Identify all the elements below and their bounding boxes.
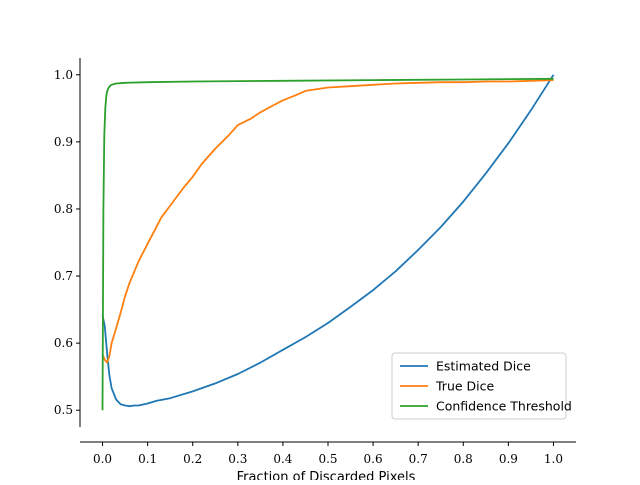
- y-tick-label: 0.7: [54, 269, 73, 283]
- axes: 0.0 0.1 0.2 0.3 0.4 0.5 0.6 0.7 0.8 0.9 1.0 0.5 0.6 0…: [54, 58, 576, 466]
- series-lines: [101, 74, 555, 411]
- x-tick-label: 0.6: [364, 452, 383, 466]
- x-axis-label: Fraction of Discarded Pixels: [237, 470, 416, 480]
- x-tick-label: 0.7: [409, 452, 428, 466]
- legend-label: Estimated Dice: [436, 359, 531, 374]
- legend-label: Confidence Threshold: [436, 399, 572, 414]
- x-tick-label: 0.0: [93, 452, 112, 466]
- legend: Estimated Dice True Dice Confidence Thresh…: [391, 352, 572, 420]
- legend-label: True Dice: [435, 379, 494, 394]
- series-line-estimated-dice: [101, 74, 555, 408]
- x-tick-label: 0.4: [273, 452, 292, 466]
- x-tick-label: 0.3: [228, 452, 247, 466]
- legend-box: [391, 352, 567, 420]
- x-tick-label: 0.5: [318, 452, 337, 466]
- y-tick-label: 0.5: [54, 403, 73, 417]
- series-line-true-dice: [101, 79, 554, 364]
- y-tick-label: 1.0: [54, 68, 73, 82]
- x-tick-label: 0.9: [499, 452, 518, 466]
- y-tick-label: 0.8: [54, 202, 73, 216]
- x-tick-label: 0.8: [454, 452, 473, 466]
- y-tick-label: 0.9: [54, 135, 73, 149]
- series-line-confidence-threshold: [101, 77, 554, 411]
- y-tick-label: 0.6: [54, 336, 73, 350]
- x-tick-label: 0.1: [138, 452, 157, 466]
- x-tick-label: 0.2: [183, 452, 202, 466]
- x-tick-label: 1.0: [544, 452, 563, 466]
